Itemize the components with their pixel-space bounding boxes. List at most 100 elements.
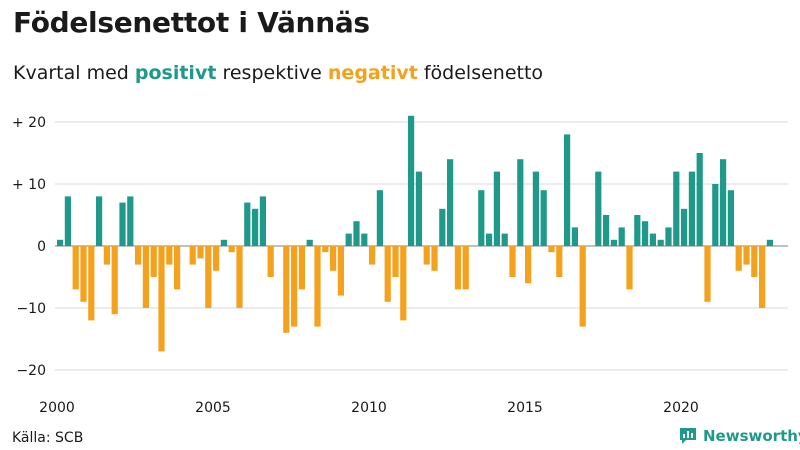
bar	[384, 246, 391, 302]
bar	[743, 246, 750, 265]
bar	[642, 221, 649, 246]
bar	[267, 246, 274, 277]
bar	[548, 246, 555, 253]
y-axis: + 20 + 10 0 −10 −20	[12, 115, 46, 379]
bar	[431, 246, 438, 271]
bar	[252, 208, 259, 246]
x-tick-label: 2005	[195, 400, 231, 416]
bar	[571, 227, 578, 246]
bar	[454, 246, 461, 290]
bar	[392, 246, 399, 277]
bar	[353, 221, 360, 246]
bar	[509, 246, 516, 277]
bar	[259, 196, 266, 246]
bar	[96, 196, 103, 246]
bar	[197, 246, 204, 259]
bar	[478, 190, 485, 246]
bar	[751, 246, 758, 277]
bar	[306, 239, 313, 246]
bar	[634, 215, 641, 246]
bar	[720, 159, 727, 246]
bar	[330, 246, 337, 271]
bar	[111, 246, 118, 315]
bar	[236, 246, 243, 308]
y-tick-label: −20	[16, 363, 46, 379]
bar	[228, 246, 235, 253]
bar	[291, 246, 298, 327]
bar	[127, 196, 134, 246]
x-axis: 2000 2005 2010 2015 2020	[39, 400, 699, 416]
bar	[220, 239, 227, 246]
bar	[610, 239, 617, 246]
bar	[626, 246, 633, 290]
bar	[205, 246, 212, 308]
bar	[314, 246, 321, 327]
bar	[595, 171, 602, 246]
bar	[298, 246, 305, 290]
bar	[103, 246, 110, 265]
bar	[369, 246, 376, 265]
bar	[603, 215, 610, 246]
bar	[345, 233, 352, 246]
newsworthy-logo[interactable]: Newsworthy	[678, 426, 800, 446]
bar	[688, 171, 695, 246]
bar	[579, 246, 586, 327]
bar	[135, 246, 142, 265]
chart-title: Födelsenettot i Vännäs	[13, 6, 370, 39]
y-tick-label: 0	[37, 239, 46, 255]
bar	[665, 227, 672, 246]
bar	[681, 208, 688, 246]
bar	[532, 171, 539, 246]
bar	[57, 239, 64, 246]
bar	[462, 246, 469, 290]
bar	[759, 246, 766, 308]
bar	[735, 246, 742, 271]
subtitle-text-2: respektive	[216, 62, 328, 84]
x-tick-label: 2010	[351, 400, 387, 416]
x-tick-label: 2000	[39, 400, 75, 416]
bar	[704, 246, 711, 302]
bar	[64, 196, 71, 246]
bar	[213, 246, 220, 271]
bar	[696, 153, 703, 246]
y-tick-label: + 10	[12, 177, 46, 193]
bar	[727, 190, 734, 246]
bar	[408, 115, 415, 246]
subtitle-text-1: Kvartal med	[13, 62, 135, 84]
bar	[361, 233, 368, 246]
bar	[673, 171, 680, 246]
bars	[57, 115, 773, 352]
y-tick-label: −10	[16, 301, 46, 317]
subtitle-negative-word: negativt	[327, 62, 418, 84]
bar	[766, 239, 773, 246]
bar	[556, 246, 563, 277]
subtitle-positive-word: positivt	[134, 62, 217, 84]
bar	[142, 246, 149, 308]
x-tick-label: 2015	[507, 400, 543, 416]
bar	[439, 208, 446, 246]
bar	[540, 190, 547, 246]
bar	[525, 246, 532, 284]
bar	[415, 171, 422, 246]
bar	[564, 134, 571, 246]
bar	[80, 246, 87, 302]
bar	[119, 202, 126, 246]
bar	[657, 239, 664, 246]
bar	[150, 246, 157, 277]
subtitle-text-3: födelsenetto	[417, 62, 544, 84]
bar	[72, 246, 79, 290]
bar	[423, 246, 430, 265]
bar	[322, 246, 329, 253]
bar	[493, 171, 500, 246]
bar	[158, 246, 165, 352]
bar	[517, 159, 524, 246]
bar	[400, 246, 407, 321]
source-label: Källa: SCB	[12, 430, 84, 446]
newsworthy-logo-icon	[680, 428, 696, 444]
bar	[166, 246, 173, 265]
bar	[447, 159, 454, 246]
bar	[337, 246, 344, 296]
bar	[244, 202, 251, 246]
newsworthy-logo-text: Newsworthy	[703, 427, 800, 445]
